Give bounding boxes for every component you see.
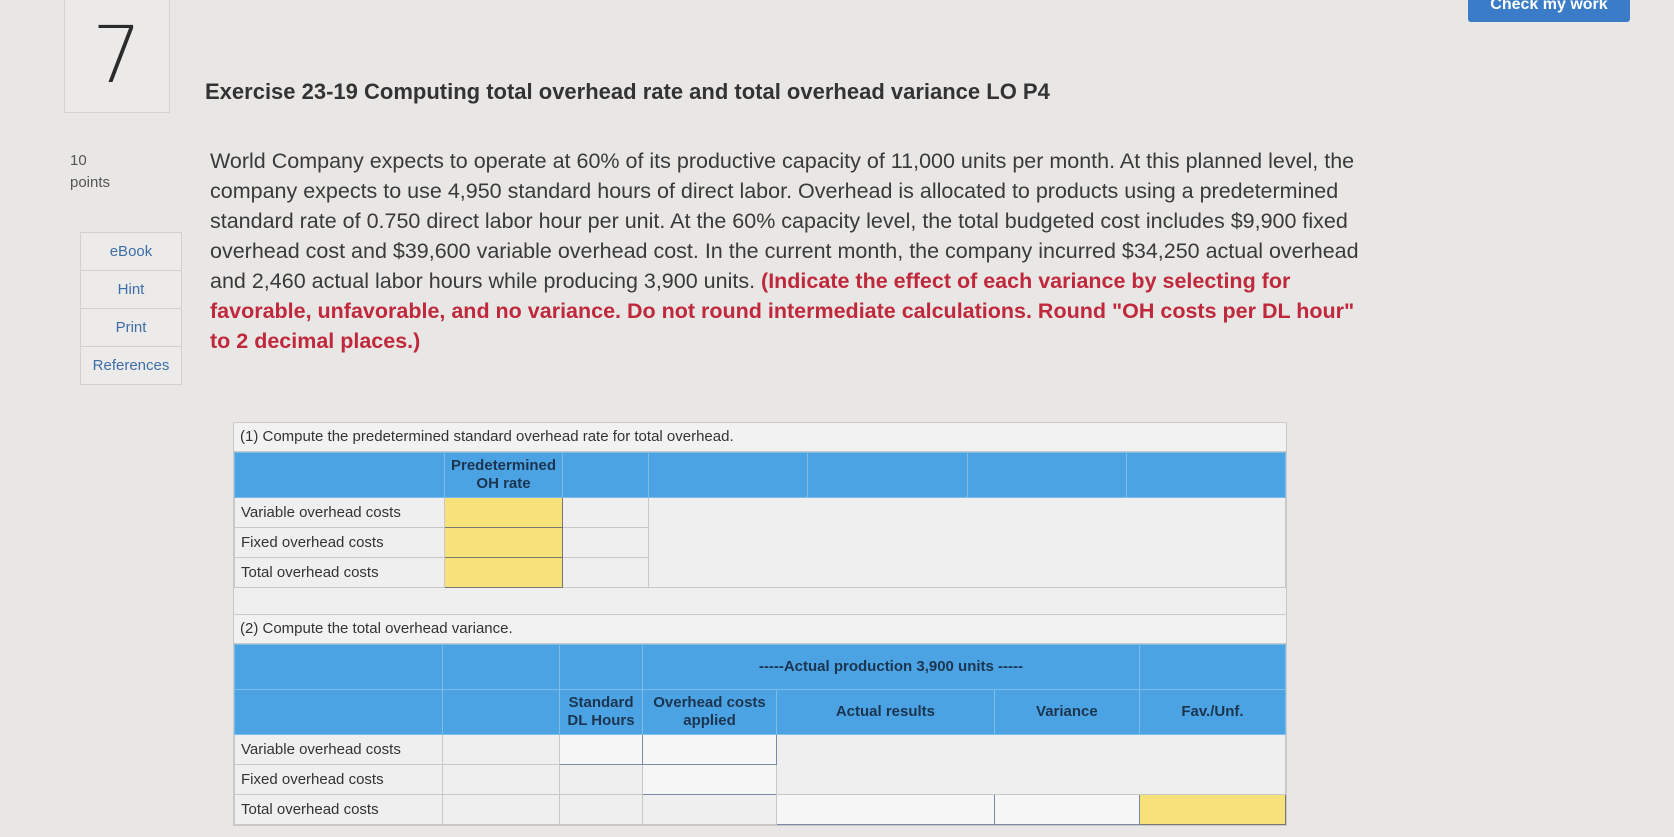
total-oh-rate-input[interactable]	[443, 557, 564, 588]
points-label: points	[70, 174, 111, 191]
row-label: Variable overhead costs	[234, 734, 443, 765]
row-label: Fixed overhead costs	[234, 527, 445, 558]
fixed-oh-rate-input[interactable]	[443, 527, 564, 558]
header-overhead-applied: Overhead costs applied	[642, 689, 777, 735]
exercise-title: Exercise 23-19 Computing total overhead …	[205, 79, 1050, 104]
row-label: Total overhead costs	[234, 557, 445, 588]
variable-std-hours-input[interactable]	[559, 734, 643, 765]
variance-input[interactable]	[993, 794, 1140, 825]
hint-link[interactable]: Hint	[80, 270, 182, 308]
part2-caption: (2) Compute the total overhead variance.	[234, 615, 1286, 644]
variable-applied-input[interactable]	[642, 734, 777, 765]
header-standard-dl-hours: Standard DL Hours	[559, 689, 643, 735]
actual-results-input[interactable]	[776, 794, 995, 825]
worksheet: (1) Compute the predetermined standard o…	[233, 422, 1287, 826]
row-label: Total overhead costs	[234, 794, 443, 825]
points-value: 10	[70, 152, 87, 169]
header-actual-results: Actual results	[776, 689, 995, 735]
row-label: Fixed overhead costs	[234, 764, 443, 795]
check-my-work-button[interactable]: Check my work	[1468, 0, 1630, 22]
variable-oh-rate-input[interactable]	[443, 497, 564, 528]
actual-production-header: -----Actual production 3,900 units -----	[642, 644, 1140, 690]
fav-unf-select[interactable]	[1138, 794, 1287, 825]
header-fav-unf: Fav./Unf.	[1138, 689, 1287, 735]
side-links: eBook Hint Print References	[80, 232, 182, 385]
header-oh-rate: Predetermined OH rate	[443, 452, 564, 498]
problem-text: World Company expects to operate at 60% …	[210, 149, 1359, 293]
problem-instruction: (Indicate the effect of each variance by…	[210, 269, 1355, 353]
part1-table: Predetermined OH rate Variable overhead …	[234, 452, 1287, 588]
points: 10 points	[70, 150, 110, 194]
references-link[interactable]: References	[80, 346, 182, 385]
question-number: 7	[64, 0, 170, 113]
header-variance: Variance	[993, 689, 1140, 735]
part2-table: -----Actual production 3,900 units -----…	[234, 644, 1287, 825]
header-cell	[234, 452, 445, 498]
ebook-link[interactable]: eBook	[80, 232, 182, 270]
print-link[interactable]: Print	[80, 308, 182, 346]
fixed-applied-input[interactable]	[642, 764, 777, 795]
part1-caption: (1) Compute the predetermined standard o…	[234, 423, 1286, 452]
problem-statement: World Company expects to operate at 60% …	[210, 146, 1380, 356]
row-label: Variable overhead costs	[234, 497, 445, 528]
